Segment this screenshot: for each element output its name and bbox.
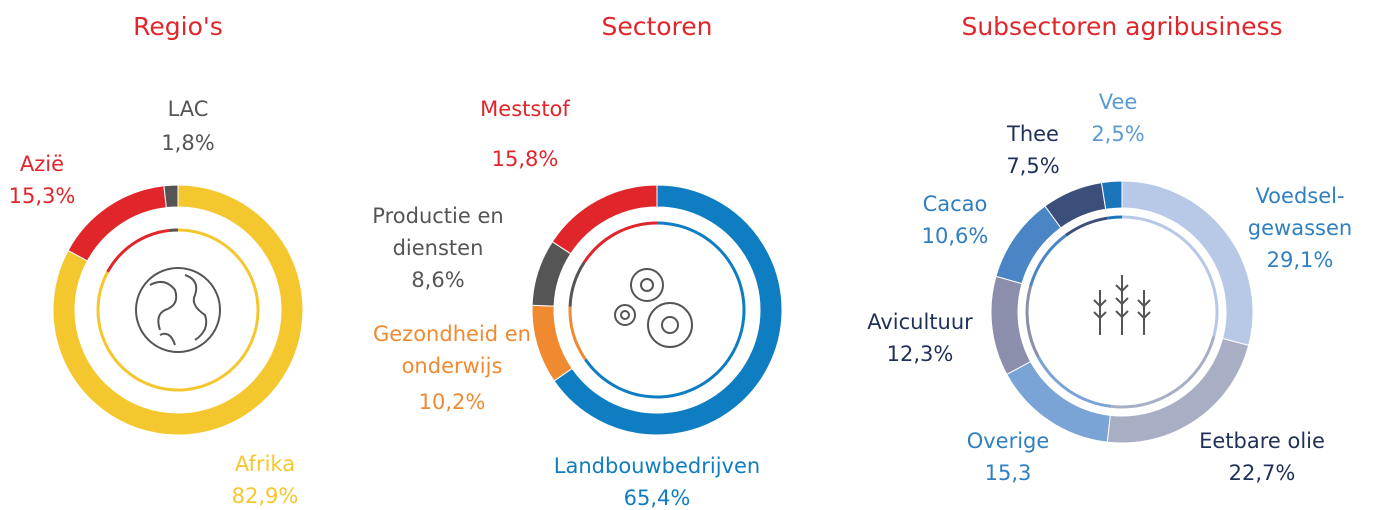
chart-title: Sectoren [601, 12, 713, 41]
segment-label: Cacao [922, 192, 988, 216]
segment-label: Vee [1098, 90, 1138, 114]
donut-segment [52, 184, 304, 436]
chart-title: Regio's [133, 12, 223, 41]
donut-segment [551, 184, 658, 255]
inner-ring-segment [1111, 335, 1216, 409]
segment-label: Productie en diensten [372, 204, 504, 260]
inner-ring-segment [1065, 216, 1108, 237]
inner-ring-segment [106, 229, 170, 273]
donut-segment [163, 184, 179, 209]
inner-ring-segment [582, 221, 657, 264]
segment-label: Eetbare olie [1199, 429, 1325, 453]
inner-ring-segment [1025, 285, 1040, 358]
segment-value-label: 8,6% [411, 268, 465, 292]
segment-value-label: 82,9% [231, 484, 299, 508]
donut-segment [1121, 180, 1254, 346]
donut-segment [1100, 180, 1123, 210]
segment-label: Thee [1007, 122, 1059, 146]
segment-label: Overige [966, 429, 1050, 453]
segment-value-label: 7,5% [1006, 154, 1060, 178]
segment-value-label: 12,3% [886, 342, 954, 366]
segment-value-label: 29,1% [1266, 248, 1334, 272]
segment-label: Avicultuur [867, 310, 973, 334]
segment-value-label: 15,3% [8, 184, 76, 208]
segment-value-label: 15,3 [984, 461, 1032, 485]
segment-label: LAC [167, 97, 209, 121]
segment-value-label: 22,7% [1228, 461, 1296, 485]
donut-segment [995, 205, 1062, 285]
segment-value-label: 65,4% [623, 486, 691, 510]
wheat-icon [1093, 275, 1151, 335]
chart-title: Subsectoren agribusiness [961, 12, 1283, 41]
segment-value-label: 2,5% [1091, 122, 1145, 146]
inner-ring-segment [568, 306, 587, 361]
inner-ring-segment [168, 228, 178, 233]
donut-segment [531, 304, 573, 382]
segment-value-label: 10,2% [418, 390, 486, 414]
donut-segment [990, 275, 1032, 376]
inner-ring-segment [568, 261, 586, 307]
inner-ring-segment [1106, 215, 1122, 220]
globe-icon [135, 267, 221, 353]
donut-segment [553, 184, 783, 436]
donut-segment [67, 185, 167, 262]
segment-value-label: 1,8% [161, 131, 215, 155]
segment-value-label: 15,8% [491, 147, 559, 171]
segment-label: Gezondheid en onderwijs [372, 322, 531, 378]
segment-label: Azië [19, 152, 65, 176]
gears-icon [614, 268, 693, 348]
segment-label: Meststof [480, 97, 570, 121]
inner-ring-segment [584, 221, 746, 399]
segment-label: Landbouwbedrijven [553, 454, 761, 478]
segment-value-label: 10,6% [921, 224, 989, 248]
donut-segment [531, 241, 572, 307]
segment-label: Voedsel-gewassen [1247, 184, 1353, 240]
inner-ring-segment [1029, 233, 1068, 287]
segment-label: Afrika [234, 452, 296, 476]
